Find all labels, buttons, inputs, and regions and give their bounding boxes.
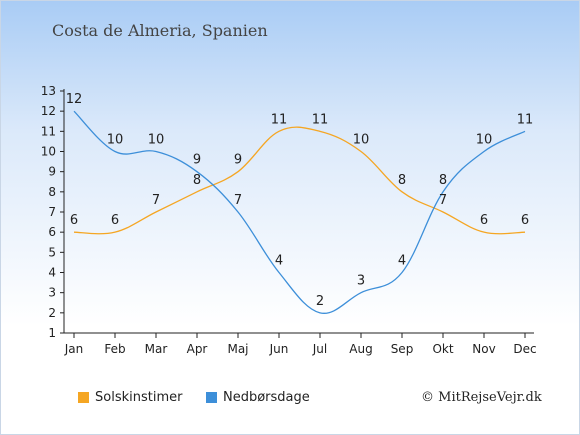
data-label-rain: 4 xyxy=(275,254,283,269)
legend-item-sun: Solskinstimer xyxy=(78,390,182,405)
x-tick-label: Mar xyxy=(145,342,168,356)
data-label-rain: 3 xyxy=(357,274,365,289)
y-tick-label: 4 xyxy=(48,266,56,280)
x-tick-label: Jul xyxy=(312,342,327,356)
x-tick-label: Okt xyxy=(432,342,453,356)
y-tick-label: 10 xyxy=(41,145,56,159)
y-tick-label: 3 xyxy=(48,286,56,300)
legend-label-rain: Nedbørsdage xyxy=(223,390,310,405)
x-tick-label: Apr xyxy=(187,342,208,356)
data-label-rain: 4 xyxy=(398,254,406,269)
x-tick-label: Nov xyxy=(472,342,495,356)
series-line-rain xyxy=(73,110,526,314)
x-tick-label: Jun xyxy=(269,342,289,356)
data-label-rain: 8 xyxy=(439,173,447,188)
chart-title: Costa de Almeria, Spanien xyxy=(52,21,268,40)
x-tick-label: Jan xyxy=(64,342,84,356)
data-label-sun: 7 xyxy=(439,193,447,208)
y-tick-label: 9 xyxy=(48,165,56,179)
y-tick-label: 8 xyxy=(48,185,56,199)
x-tick-label: Feb xyxy=(104,342,125,356)
data-label-rain: 12 xyxy=(66,92,83,107)
y-tick-label: 11 xyxy=(41,124,56,138)
data-label-sun: 8 xyxy=(398,173,406,188)
y-tick-label: 6 xyxy=(48,225,56,239)
x-tick-label: Sep xyxy=(391,342,414,356)
data-label-sun: 11 xyxy=(271,112,288,127)
legend-item-rain: Nedbørsdage xyxy=(206,390,310,405)
y-tick-label: 13 xyxy=(41,84,56,98)
y-tick-label: 2 xyxy=(48,306,56,320)
data-label-rain: 9 xyxy=(193,153,201,168)
legend-label-sun: Solskinstimer xyxy=(95,390,183,405)
y-tick-label: 12 xyxy=(41,104,56,118)
series-line-sun xyxy=(73,126,526,235)
data-label-rain: 11 xyxy=(517,112,534,127)
x-tick-label: Dec xyxy=(513,342,536,356)
data-label-rain: 10 xyxy=(107,133,124,148)
data-label-rain: 10 xyxy=(476,133,493,148)
data-label-sun: 8 xyxy=(193,173,201,188)
legend-swatch-sun xyxy=(78,392,89,403)
data-label-sun: 11 xyxy=(312,112,329,127)
data-label-rain: 2 xyxy=(316,294,324,309)
data-label-sun: 10 xyxy=(353,133,370,148)
x-tick-label: Maj xyxy=(227,342,248,356)
data-label-sun: 6 xyxy=(480,213,488,228)
credit-text: © MitRejseVejr.dk xyxy=(421,390,542,405)
data-label-sun: 6 xyxy=(521,213,529,228)
y-tick-label: 7 xyxy=(48,205,56,219)
y-tick-label: 1 xyxy=(48,326,56,340)
data-label-rain: 7 xyxy=(234,193,242,208)
data-label-sun: 6 xyxy=(70,213,78,228)
x-tick-label: Aug xyxy=(349,342,372,356)
legend-swatch-rain xyxy=(206,392,217,403)
data-label-sun: 9 xyxy=(234,153,242,168)
data-label-rain: 10 xyxy=(148,133,165,148)
data-label-sun: 6 xyxy=(111,213,119,228)
data-label-sun: 7 xyxy=(152,193,160,208)
y-tick-label: 5 xyxy=(48,245,56,259)
